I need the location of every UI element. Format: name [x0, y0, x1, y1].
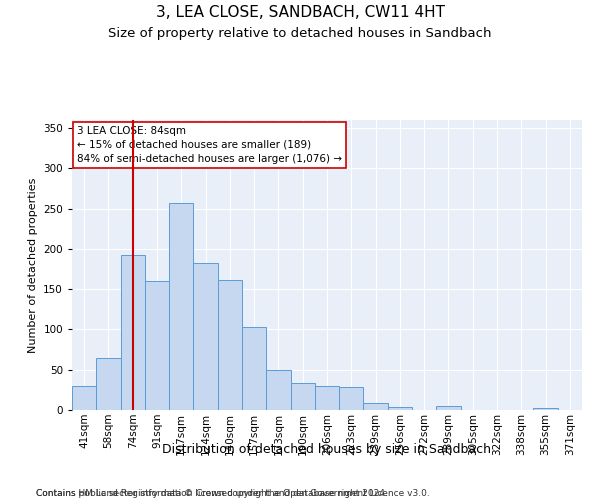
Bar	[388, 407, 412, 410]
Text: Size of property relative to detached houses in Sandbach: Size of property relative to detached ho…	[108, 28, 492, 40]
Text: 3, LEA CLOSE, SANDBACH, CW11 4HT: 3, LEA CLOSE, SANDBACH, CW11 4HT	[155, 5, 445, 20]
Y-axis label: Number of detached properties: Number of detached properties	[28, 178, 38, 352]
Bar	[242, 327, 266, 410]
Bar	[96, 358, 121, 410]
Bar	[169, 203, 193, 410]
Bar	[193, 262, 218, 410]
Bar	[218, 280, 242, 410]
Bar	[121, 254, 145, 410]
Bar	[266, 370, 290, 410]
Bar	[364, 403, 388, 410]
Bar	[72, 386, 96, 410]
Text: 3 LEA CLOSE: 84sqm
← 15% of detached houses are smaller (189)
84% of semi-detach: 3 LEA CLOSE: 84sqm ← 15% of detached hou…	[77, 126, 342, 164]
Text: Distribution of detached houses by size in Sandbach: Distribution of detached houses by size …	[163, 442, 491, 456]
Text: Contains HM Land Registry data © Crown copyright and database right 2024.: Contains HM Land Registry data © Crown c…	[36, 488, 388, 498]
Text: Contains public sector information licensed under the Open Government Licence v3: Contains public sector information licen…	[36, 478, 430, 498]
Bar	[436, 406, 461, 410]
Bar	[290, 384, 315, 410]
Bar	[339, 388, 364, 410]
Bar	[315, 386, 339, 410]
Bar	[533, 408, 558, 410]
Bar	[145, 281, 169, 410]
